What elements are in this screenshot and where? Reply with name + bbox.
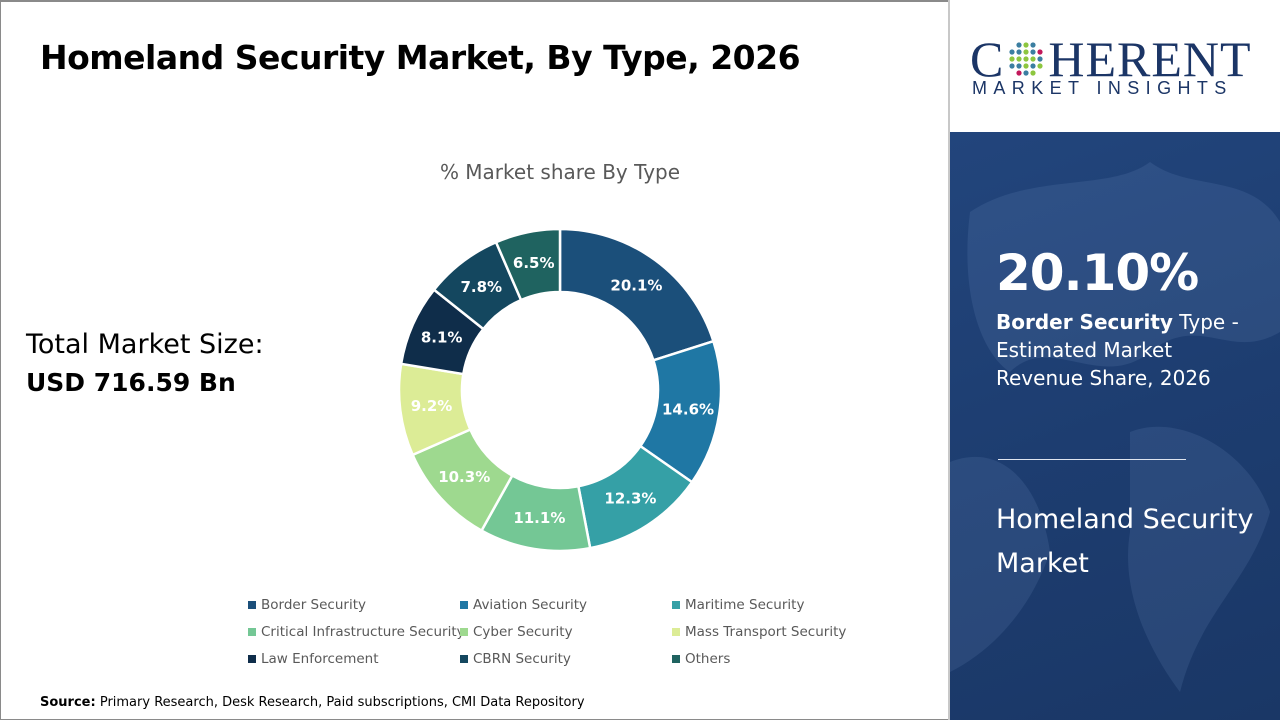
logo-wordmark: C HERENT xyxy=(970,31,1252,87)
legend-swatch xyxy=(460,655,468,663)
data-label-others: 6.5% xyxy=(513,254,555,272)
logo-dot xyxy=(1016,63,1022,69)
legend-item-border-security: Border Security xyxy=(248,596,460,614)
data-label-critical-infrastructure-security: 11.1% xyxy=(513,509,565,527)
legend-label: Border Security xyxy=(261,597,366,613)
logo-dot xyxy=(1016,42,1022,48)
highlight-value: 20.10% xyxy=(996,244,1199,302)
donut-chart: 20.1% 14.6% 12.3% 11.1% 10.3% 9.2% 8.1% 7.8% 6.5… xyxy=(397,227,723,553)
logo-dot xyxy=(1030,70,1036,76)
legend-swatch xyxy=(248,628,256,636)
source-label: Source: xyxy=(40,695,96,710)
legend-item-critical-infrastructure-security: Critical Infrastructure Security xyxy=(248,623,465,641)
highlight-desc-text: Type - Estimated Market Revenue Share, 2… xyxy=(996,310,1239,390)
market-name: Homeland Security Market xyxy=(996,504,1254,579)
divider xyxy=(998,459,1186,460)
total-market-size: Total Market Size: USD 716.59 Bn xyxy=(26,326,264,402)
logo-dot xyxy=(1016,70,1022,76)
slice-others xyxy=(494,227,562,302)
sidebar: C HERENT MARKET INSIGHTS 20.10% Border S… xyxy=(948,0,1280,720)
data-label-maritime-security: 12.3% xyxy=(604,490,656,508)
legend-item-aviation-security: Aviation Security xyxy=(460,596,672,614)
legend-item-cbrn-security: CBRN Security xyxy=(460,650,672,668)
logo-dot xyxy=(1009,49,1015,55)
globe-dots-icon xyxy=(1009,42,1043,76)
highlight-description: Border Security Type - Estimated Market … xyxy=(996,308,1256,392)
legend-swatch xyxy=(248,655,256,663)
logo-dot xyxy=(1030,42,1036,48)
legend-label: Mass Transport Security xyxy=(685,624,847,640)
legend-item-maritime-security: Maritime Security xyxy=(672,596,868,614)
legend-swatch xyxy=(672,655,680,663)
legend-swatch xyxy=(672,601,680,609)
logo-dot xyxy=(1009,63,1015,69)
logo-dot xyxy=(1009,56,1015,62)
legend-swatch xyxy=(672,628,680,636)
logo-dot xyxy=(1023,70,1029,76)
logo-dot xyxy=(1023,42,1029,48)
legend-label: Cyber Security xyxy=(473,624,573,640)
legend-label: Critical Infrastructure Security xyxy=(261,624,465,640)
legend-label: Law Enforcement xyxy=(261,651,379,667)
legend-swatch xyxy=(460,601,468,609)
logo-dot xyxy=(1016,49,1022,55)
logo-dot xyxy=(1030,63,1036,69)
highlight-segment: Border Security xyxy=(996,310,1173,334)
legend-item-law-enforcement: Law Enforcement xyxy=(248,650,460,668)
legend-label: Maritime Security xyxy=(685,597,805,613)
data-label-law-enforcement: 8.1% xyxy=(421,328,463,346)
slice-border-security xyxy=(558,227,716,362)
chart-legend: Border Security Aviation Security Maritime… xyxy=(248,596,868,668)
logo-dot xyxy=(1030,56,1036,62)
data-label-aviation-security: 14.6% xyxy=(662,400,714,418)
source-note: Source: Primary Research, Desk Research,… xyxy=(40,695,585,710)
logo-tagline: MARKET INSIGHTS xyxy=(972,78,1233,98)
highlight-panel: 20.10% Border Security Type - Estimated … xyxy=(950,132,1280,720)
logo-dot xyxy=(1037,49,1043,55)
legend-swatch xyxy=(248,601,256,609)
logo-dot xyxy=(1023,56,1029,62)
data-label-mass-transport-security: 9.2% xyxy=(411,397,453,415)
logo-dot xyxy=(1023,49,1029,55)
logo-dot xyxy=(1037,63,1043,69)
page-title: Homeland Security Market, By Type, 2026 xyxy=(40,38,801,77)
legend-item-others: Others xyxy=(672,650,868,668)
logo-dot xyxy=(1023,63,1029,69)
legend-label: Others xyxy=(685,651,731,667)
total-label: Total Market Size: xyxy=(26,329,264,360)
data-label-cyber-security: 10.3% xyxy=(438,468,490,486)
source-text: Primary Research, Desk Research, Paid su… xyxy=(99,695,585,710)
logo-dot xyxy=(1030,49,1036,55)
legend-item-mass-transport-security: Mass Transport Security xyxy=(672,623,868,641)
company-logo: C HERENT MARKET INSIGHTS xyxy=(950,0,1280,132)
logo-dot xyxy=(1016,56,1022,62)
logo-dot xyxy=(1037,56,1043,62)
total-value: USD 716.59 Bn xyxy=(26,368,236,397)
legend-label: CBRN Security xyxy=(473,651,571,667)
chart-title: % Market share By Type xyxy=(439,160,681,184)
data-label-cbrn-security: 7.8% xyxy=(460,278,502,296)
legend-label: Aviation Security xyxy=(473,597,588,613)
legend-item-cyber-security: Cyber Security xyxy=(460,623,672,641)
world-map-background xyxy=(950,162,1280,692)
data-label-border-security: 20.1% xyxy=(610,276,662,294)
legend-swatch xyxy=(460,628,468,636)
